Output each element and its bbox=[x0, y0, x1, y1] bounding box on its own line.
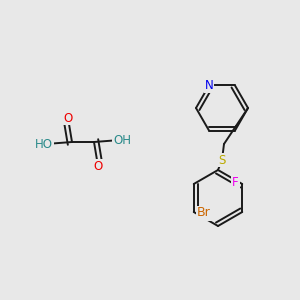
Text: HO: HO bbox=[35, 137, 53, 151]
Text: O: O bbox=[63, 112, 73, 124]
Text: O: O bbox=[93, 160, 103, 172]
Text: OH: OH bbox=[113, 134, 131, 146]
Text: Br: Br bbox=[197, 206, 211, 220]
Text: S: S bbox=[218, 154, 226, 166]
Text: F: F bbox=[232, 176, 238, 190]
Text: N: N bbox=[205, 79, 213, 92]
